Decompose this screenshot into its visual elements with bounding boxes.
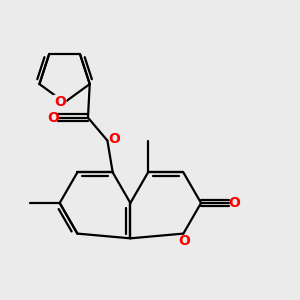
Text: O: O [178,234,190,248]
Text: O: O [47,111,59,124]
Text: O: O [228,196,240,210]
Text: O: O [54,95,66,109]
Text: O: O [109,132,120,146]
